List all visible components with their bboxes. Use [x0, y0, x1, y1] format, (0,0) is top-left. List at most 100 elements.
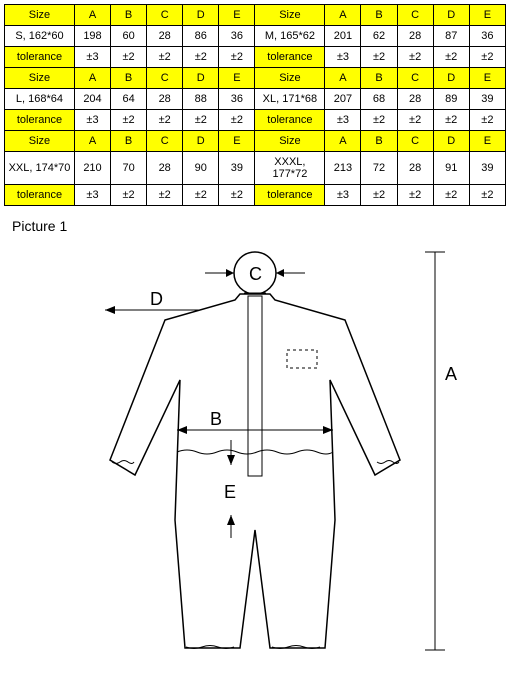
hdr-b-r: B — [361, 5, 397, 26]
table-cell: 204 — [74, 89, 110, 110]
table-cell: E — [469, 68, 505, 89]
table-cell: ±2 — [111, 110, 147, 131]
table-cell: ±2 — [361, 47, 397, 68]
table-cell: D — [433, 68, 469, 89]
table-cell: ±2 — [147, 47, 183, 68]
table-cell: ±2 — [469, 110, 505, 131]
hdr-d-r: D — [433, 5, 469, 26]
table-cell: ±2 — [183, 47, 219, 68]
table-cell: B — [361, 68, 397, 89]
table-cell: B — [111, 131, 147, 152]
table-cell: ±3 — [325, 47, 361, 68]
size-table-container: Size A B C D E Size A B C D E S, 162*601… — [0, 0, 510, 210]
table-row: SizeABCDESizeABCDE — [5, 68, 506, 89]
table-cell: tolerance — [255, 110, 325, 131]
table-cell: ±2 — [219, 185, 255, 206]
table-cell: 28 — [147, 152, 183, 185]
table-cell: C — [147, 131, 183, 152]
hdr-c-l: C — [147, 5, 183, 26]
picture-label: Picture 1 — [0, 210, 510, 240]
table-cell: 68 — [361, 89, 397, 110]
table-cell: 201 — [325, 26, 361, 47]
hdr-size-r: Size — [255, 5, 325, 26]
table-cell: ±2 — [183, 185, 219, 206]
table-header-row: Size A B C D E Size A B C D E — [5, 5, 506, 26]
dim-b-label: B — [210, 409, 222, 429]
table-row: tolerance±3±2±2±2±2tolerance±3±2±2±2±2 — [5, 47, 506, 68]
table-cell: E — [219, 68, 255, 89]
table-cell: 198 — [74, 26, 110, 47]
dim-c-right-arrow — [276, 269, 284, 277]
table-cell: ±3 — [325, 110, 361, 131]
table-cell: A — [74, 131, 110, 152]
dim-c-label: C — [249, 264, 262, 284]
table-cell: ±3 — [74, 47, 110, 68]
table-cell: XL, 171*68 — [255, 89, 325, 110]
table-cell: ±2 — [147, 185, 183, 206]
hdr-a-l: A — [74, 5, 110, 26]
table-cell: 210 — [74, 152, 110, 185]
table-cell: tolerance — [5, 185, 75, 206]
table-cell: 36 — [469, 26, 505, 47]
table-row: tolerance±3±2±2±2±2tolerance±3±2±2±2±2 — [5, 185, 506, 206]
table-cell: Size — [5, 131, 75, 152]
table-cell: 36 — [219, 26, 255, 47]
table-cell: ±2 — [111, 47, 147, 68]
table-cell: ±2 — [219, 47, 255, 68]
table-cell: 91 — [433, 152, 469, 185]
dim-d-label: D — [150, 289, 163, 309]
table-cell: ±2 — [469, 47, 505, 68]
table-cell: D — [183, 68, 219, 89]
table-cell: 86 — [183, 26, 219, 47]
table-cell: 28 — [397, 89, 433, 110]
table-cell: tolerance — [255, 47, 325, 68]
hdr-b-l: B — [111, 5, 147, 26]
hdr-size-l: Size — [5, 5, 75, 26]
table-cell: 87 — [433, 26, 469, 47]
table-cell: A — [325, 131, 361, 152]
dim-a-label: A — [445, 364, 457, 384]
table-cell: A — [74, 68, 110, 89]
table-cell: ±2 — [361, 185, 397, 206]
table-cell: 72 — [361, 152, 397, 185]
table-cell: ±2 — [469, 185, 505, 206]
table-cell: ±2 — [219, 110, 255, 131]
table-cell: E — [219, 131, 255, 152]
table-cell: ±3 — [74, 110, 110, 131]
table-cell: 213 — [325, 152, 361, 185]
table-cell: XXL, 174*70 — [5, 152, 75, 185]
table-cell: ±2 — [111, 185, 147, 206]
table-row: L, 168*6420464288836XL, 171*682076828893… — [5, 89, 506, 110]
table-cell: 64 — [111, 89, 147, 110]
table-cell: 39 — [219, 152, 255, 185]
dim-e-label: E — [224, 482, 236, 502]
coverall-diagram: A C D B E — [0, 240, 510, 670]
table-cell: A — [325, 68, 361, 89]
table-cell: ±2 — [397, 47, 433, 68]
table-body: S, 162*6019860288636M, 165*6220162288736… — [5, 26, 506, 206]
size-table: Size A B C D E Size A B C D E S, 162*601… — [4, 4, 506, 206]
table-cell: C — [397, 131, 433, 152]
hdr-e-r: E — [469, 5, 505, 26]
table-cell: L, 168*64 — [5, 89, 75, 110]
table-cell: 60 — [111, 26, 147, 47]
coverall-outline — [110, 294, 400, 648]
table-cell: 70 — [111, 152, 147, 185]
table-cell: 28 — [397, 152, 433, 185]
table-cell: ±2 — [433, 185, 469, 206]
table-cell: ±2 — [147, 110, 183, 131]
table-cell: ±2 — [433, 110, 469, 131]
table-cell: 62 — [361, 26, 397, 47]
table-cell: 36 — [219, 89, 255, 110]
dim-d-arrow — [105, 306, 115, 314]
table-cell: Size — [255, 68, 325, 89]
table-cell: D — [433, 131, 469, 152]
table-cell: 90 — [183, 152, 219, 185]
table-cell: 89 — [433, 89, 469, 110]
table-cell: XXXL, 177*72 — [255, 152, 325, 185]
table-row: XXL, 174*7021070289039XXXL, 177*72213722… — [5, 152, 506, 185]
table-cell: ±2 — [433, 47, 469, 68]
hdr-d-l: D — [183, 5, 219, 26]
table-cell: ±2 — [361, 110, 397, 131]
table-cell: tolerance — [5, 110, 75, 131]
